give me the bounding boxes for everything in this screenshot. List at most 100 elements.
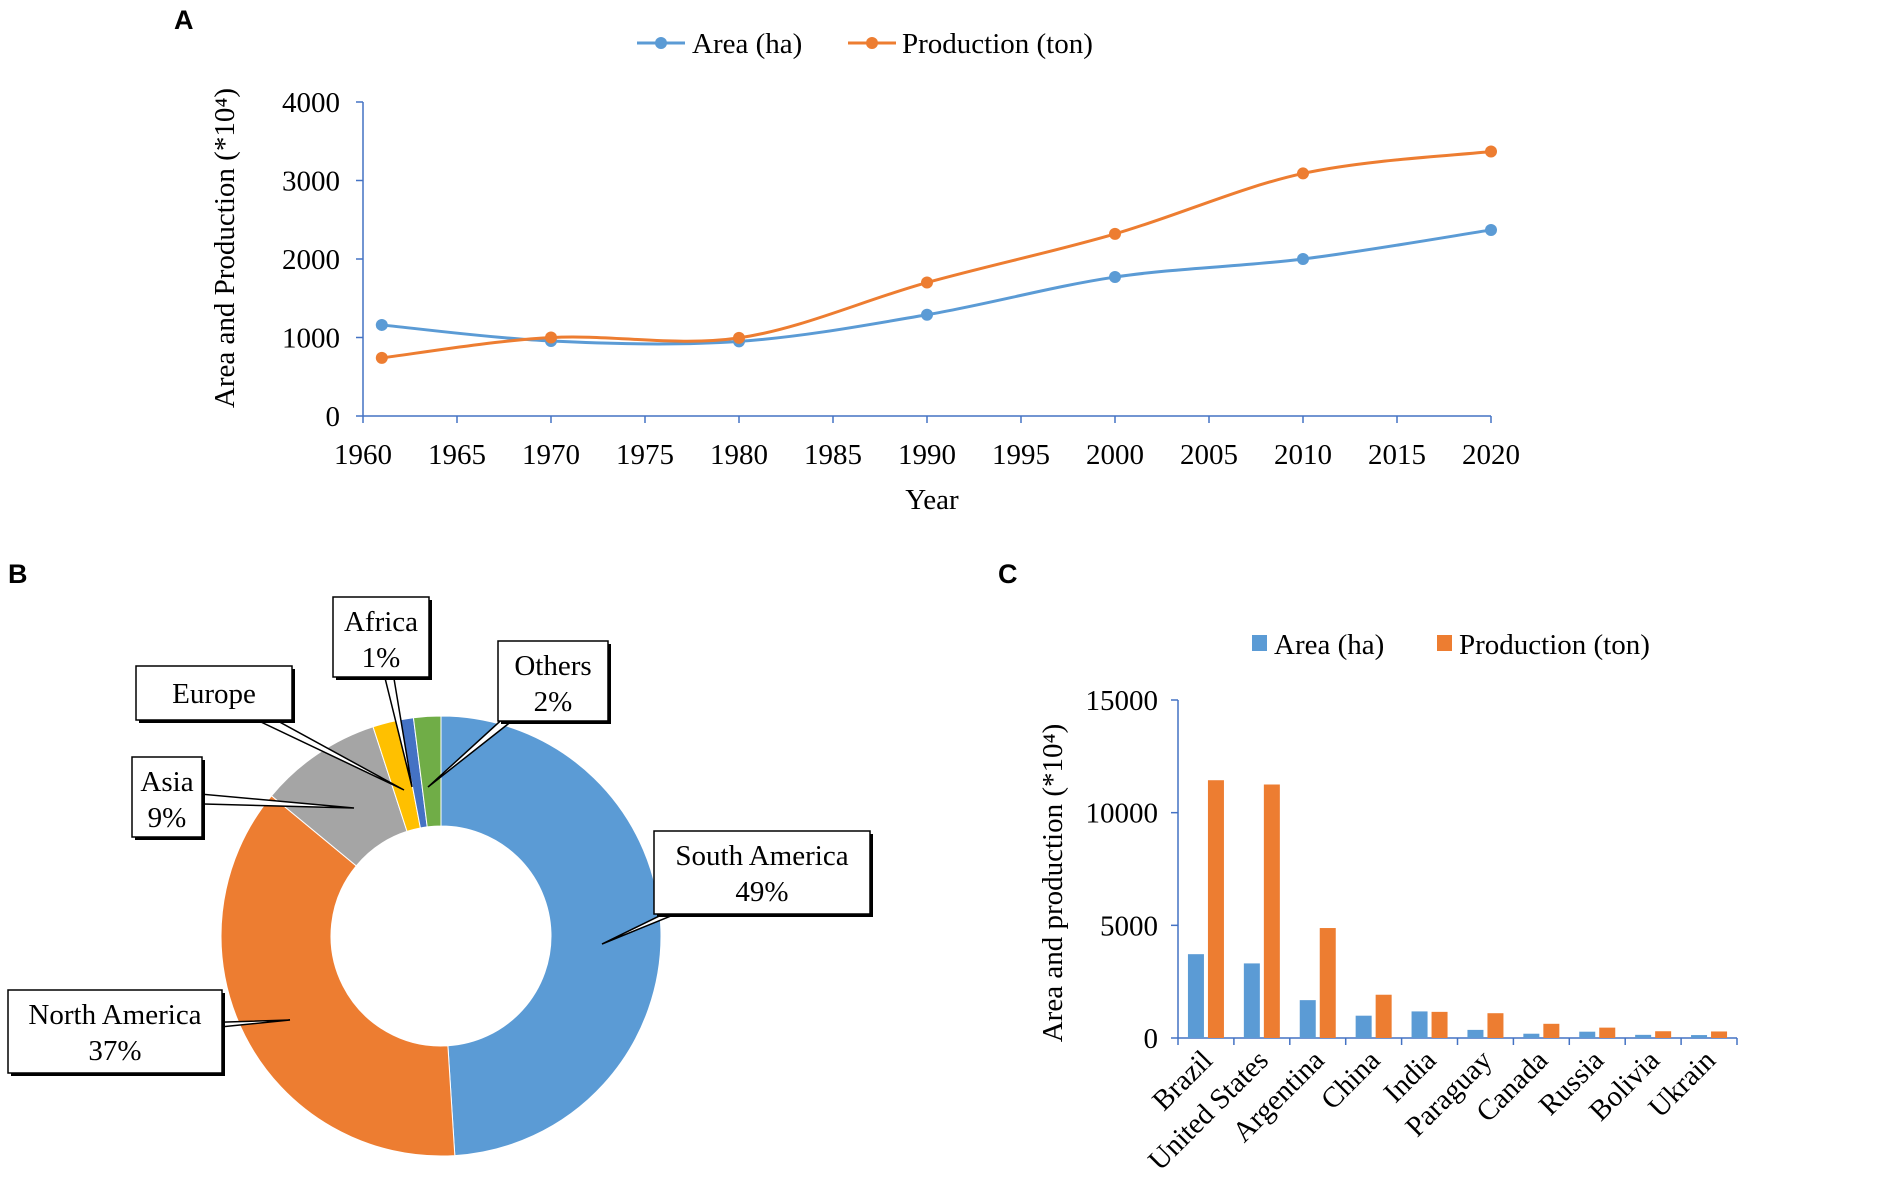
- legend-production-marker: [866, 37, 878, 49]
- data-point-production-1990: [921, 276, 933, 289]
- x-tick-label: 1985: [804, 439, 862, 471]
- doughnut-chart-b: South America 49% North America 37% Asia 9% Eu…: [7, 596, 873, 1157]
- callout-percent: 9%: [148, 802, 187, 834]
- panel-label-b: B: [8, 559, 28, 589]
- bar-production-brazil: [1207, 780, 1224, 1038]
- y-axis-title: Area and Production (*10⁴): [209, 88, 241, 408]
- bar-production-united-states: [1263, 784, 1280, 1038]
- data-point-area-1961: [375, 318, 388, 331]
- callout-north-america: North America 37%: [7, 989, 291, 1076]
- x-tick-label: 2020: [1462, 439, 1520, 471]
- legend-production-label: Production (ton): [1459, 629, 1650, 661]
- bar-area-bolivia: [1635, 1034, 1652, 1038]
- bar-production-ukrain: [1711, 1031, 1728, 1038]
- y-tick-label: 1000: [282, 323, 340, 355]
- callout-box: [497, 640, 609, 722]
- bar-chart-c: Area (ha) Production (ton) 0 5000 10000 150…: [1037, 629, 1738, 1177]
- data-point-production-2010: [1297, 167, 1309, 180]
- x-tick-label: 1970: [522, 439, 580, 471]
- bar-area-canada: [1523, 1033, 1540, 1038]
- data-point-production-1980: [733, 331, 745, 344]
- slice-south-america: [440, 715, 662, 1157]
- callout-percent: 37%: [88, 1035, 141, 1067]
- y-tick-label: 3000: [282, 166, 340, 198]
- bar-area-paraguay: [1467, 1029, 1484, 1038]
- y-tick-label: 2000: [282, 244, 340, 276]
- legend-area-label: Area (ha): [692, 28, 802, 60]
- callout-percent: 49%: [735, 876, 788, 908]
- bar-area-argentina: [1299, 1000, 1316, 1038]
- bar-production-india: [1431, 1011, 1448, 1038]
- callout-south-america: South America 49%: [601, 830, 873, 945]
- bar-area-india: [1411, 1011, 1428, 1038]
- callout-percent: 2%: [534, 686, 573, 718]
- y-tick-label: 10000: [1086, 798, 1159, 830]
- callout-asia: Asia 9%: [131, 756, 355, 840]
- line-chart-a: Area (ha) Production (ton) 0 1000 2000 3000…: [209, 28, 1520, 516]
- panel-label-c: C: [998, 559, 1018, 589]
- data-point-area-2010: [1297, 253, 1309, 265]
- legend-area-marker: [655, 37, 667, 49]
- bar-area-russia: [1579, 1031, 1596, 1038]
- data-point-production-2020: [1485, 145, 1497, 158]
- series-line-area: [381, 228, 1492, 346]
- callout-europe: Europe: [135, 665, 405, 791]
- callout-percent: 1%: [362, 642, 401, 674]
- legend-area-swatch: [1252, 635, 1267, 651]
- bar-production-canada: [1543, 1023, 1560, 1038]
- callout-box: [332, 596, 430, 678]
- x-tick-label: 1960: [334, 439, 392, 471]
- bar-production-china: [1375, 994, 1392, 1038]
- slice-others: [412, 715, 442, 828]
- legend-production-label: Production (ton): [902, 28, 1093, 60]
- callout-africa: Africa 1%: [332, 596, 432, 788]
- bar-production-paraguay: [1487, 1013, 1504, 1038]
- x-tick-label: China: [1315, 1044, 1387, 1116]
- panel-label-a: A: [174, 5, 194, 35]
- bar-production-bolivia: [1655, 1031, 1672, 1038]
- x-tick-label: 1995: [992, 439, 1050, 471]
- bar-area-brazil: [1187, 954, 1204, 1038]
- bar-area-ukrain: [1691, 1035, 1708, 1038]
- x-tick-label: 1990: [898, 439, 956, 471]
- callout-name: Africa: [344, 606, 418, 638]
- x-tick-label: 1965: [428, 439, 486, 471]
- data-point-production-2000: [1109, 227, 1121, 240]
- legend-production-swatch: [1437, 635, 1452, 651]
- data-point-area-2020: [1485, 223, 1497, 236]
- y-tick-label: 5000: [1100, 910, 1158, 942]
- x-tick-label: 2005: [1180, 439, 1238, 471]
- callout-name: Asia: [140, 766, 193, 798]
- bar-chart-legend: Area (ha) Production (ton): [1252, 629, 1650, 661]
- bar-production-argentina: [1319, 928, 1336, 1038]
- x-tick-label: 2000: [1086, 439, 1144, 471]
- legend-area-label: Area (ha): [1274, 629, 1384, 661]
- y-tick-label: 15000: [1086, 685, 1159, 717]
- x-tick-label: 2015: [1368, 439, 1426, 471]
- bar-production-russia: [1599, 1027, 1616, 1038]
- callout-box: [653, 830, 871, 915]
- callout-box: [7, 989, 223, 1074]
- data-point-production-1970: [545, 331, 557, 344]
- x-tick-label: 1980: [710, 439, 768, 471]
- y-tick-label: 0: [1144, 1023, 1159, 1055]
- data-point-production-1961: [375, 351, 388, 364]
- bar-area-china: [1355, 1015, 1372, 1038]
- callout-name: Europe: [172, 678, 256, 710]
- callout-name: North America: [28, 999, 201, 1031]
- callout-others: Others 2%: [427, 640, 611, 788]
- y-tick-label: 4000: [282, 87, 340, 119]
- y-tick-label: 0: [326, 401, 341, 433]
- callout-box: [135, 665, 293, 721]
- callout-name: South America: [675, 840, 848, 872]
- slice-north-america: [220, 795, 456, 1157]
- x-tick-label: 1975: [616, 439, 674, 471]
- x-tick-label: 2010: [1274, 439, 1332, 471]
- bar-area-united-states: [1243, 963, 1260, 1038]
- data-point-area-1990: [921, 308, 933, 321]
- callout-box: [131, 756, 203, 838]
- callout-name: Others: [514, 650, 591, 682]
- data-point-area-2000: [1109, 271, 1121, 284]
- y-axis-title: Area and production (*10⁴): [1037, 724, 1069, 1043]
- line-chart-legend: Area (ha) Production (ton): [637, 28, 1093, 60]
